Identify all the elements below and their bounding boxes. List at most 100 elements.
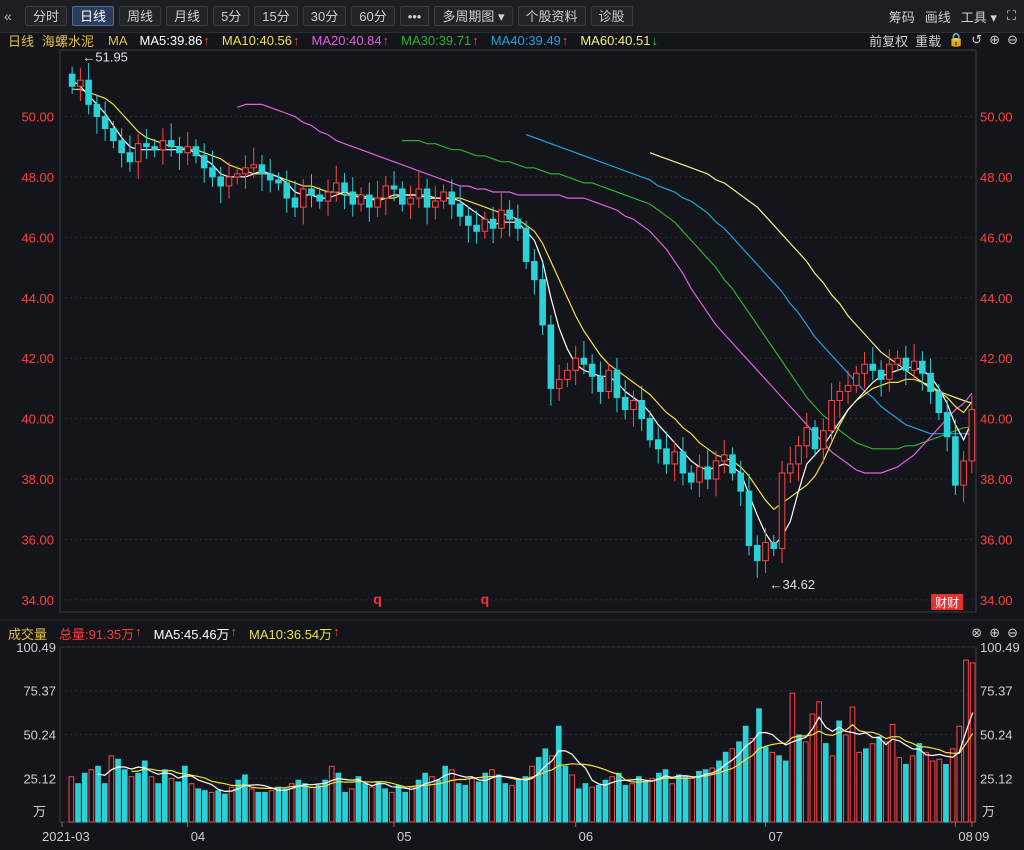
candle-body [365, 194, 373, 208]
volume-bar [729, 748, 736, 823]
volume-bar [756, 708, 762, 823]
candle-body [101, 115, 109, 130]
volume-bar [595, 784, 602, 823]
candle-body [811, 427, 819, 450]
candle-body [679, 451, 687, 474]
diagnose-button[interactable]: 诊股 [590, 6, 633, 26]
zoom-in-icon[interactable]: ⊕ [989, 32, 1001, 47]
candle-body [910, 360, 918, 371]
volume-bar [322, 779, 328, 823]
candle-body [324, 191, 332, 202]
candles [68, 62, 976, 578]
volume-values: 总量:91.35万 ↑ MA5:45.46万 ↑ MA10:36.54万 ↑ [47, 624, 340, 643]
volume-ma10-line [131, 724, 974, 790]
chips-button[interactable]: 筹码 [888, 9, 915, 25]
tab-60min[interactable]: 60分 [351, 6, 395, 26]
price-tick-right: 48.00 [980, 170, 1013, 185]
volume-legend: 成交量 总量:91.35万 ↑ MA5:45.46万 ↑ MA10:36.54万 ↑ [0, 624, 1024, 643]
volume-value-arrow-0: ↑ [135, 623, 142, 639]
stock-info-button[interactable]: 个股资料 [517, 6, 586, 26]
volume-bar [656, 772, 662, 823]
candle-body [390, 185, 398, 190]
volume-value-arrow-1: ↑ [230, 623, 238, 639]
candle-body [489, 218, 497, 229]
candle-body [803, 427, 811, 447]
lock-icon[interactable]: 🔒 [948, 32, 965, 47]
volume-bar [889, 723, 896, 823]
back-icon[interactable]: « [4, 8, 12, 24]
volume-bar [235, 779, 242, 823]
tab-daily[interactable]: 日线 [72, 6, 115, 26]
candle-body [423, 188, 431, 208]
candle-body [572, 357, 579, 371]
volume-bar [869, 743, 876, 823]
candle-body [819, 430, 827, 450]
ma30-line [402, 140, 972, 450]
tab-5min[interactable]: 5分 [213, 6, 250, 26]
volume-bar [602, 779, 609, 823]
undo-icon[interactable]: ↺ [971, 32, 983, 47]
volume-bar [188, 783, 195, 823]
tools-dropdown[interactable]: 工具 ▾ [960, 9, 997, 25]
candle-body [382, 185, 390, 199]
price-tick-right: 42.00 [980, 351, 1013, 366]
volume-bar [175, 781, 181, 823]
candle-body [778, 472, 786, 550]
tab-weekly[interactable]: 周线 [119, 6, 162, 26]
volume-bar [689, 777, 696, 823]
volume-bar [275, 786, 282, 823]
volume-bar [802, 741, 809, 823]
candle-body [456, 203, 464, 217]
zoom-out-icon[interactable]: ⊖ [1007, 32, 1018, 47]
candle-body [407, 197, 414, 205]
ma-label[interactable]: MA [108, 32, 128, 48]
candle-body [233, 173, 241, 178]
x-label: 09 [975, 829, 989, 844]
candle-body [514, 218, 522, 229]
volume-unit-left: 万 [33, 804, 46, 819]
price-tick-left: 34.00 [21, 593, 54, 608]
price-tick-left: 36.00 [21, 532, 54, 547]
volume-bar [909, 755, 916, 823]
candle-body [242, 167, 249, 175]
candle-body [646, 418, 654, 441]
draw-button[interactable]: 画线 [924, 9, 951, 25]
volume-bar [262, 791, 268, 823]
volume-bar [702, 769, 709, 823]
volume-bar [796, 734, 802, 823]
adjust-toggle[interactable]: 前复权 [869, 33, 909, 49]
candle-body [762, 542, 769, 562]
volume-bar [782, 760, 789, 823]
stock-name: 海螺水泥 [42, 33, 95, 49]
candle-body [663, 448, 670, 465]
tab-15min[interactable]: 15分 [254, 6, 298, 26]
volume-bar [682, 776, 689, 823]
multi-period-dropdown[interactable]: 多周期图 ▾ [434, 6, 513, 26]
candle-body [630, 399, 637, 411]
candle-body [745, 490, 753, 547]
tab-monthly[interactable]: 月线 [166, 6, 209, 26]
volume-zoom-out-icon[interactable]: ⊖ [1007, 625, 1018, 640]
volume-tick-right: 25.12 [980, 771, 1013, 786]
ma-value-1: MA10:40.56 [221, 32, 293, 48]
tab-intraday[interactable]: 分时 [25, 6, 68, 26]
candle-body [176, 146, 183, 154]
fullscreen-icon[interactable]: ⛶ [1006, 8, 1016, 23]
volume-bar [81, 772, 88, 823]
volume-zoom-in-icon[interactable]: ⊕ [989, 625, 1001, 640]
volume-unit-right: 万 [982, 804, 995, 819]
volume-bar [575, 788, 582, 823]
candle-body [935, 390, 943, 414]
candle-body [621, 396, 629, 411]
volume-label: 成交量 [8, 626, 48, 642]
ma-value-arrow-4: ↑ [561, 32, 569, 48]
ma-value-arrow-0: ↑ [203, 32, 210, 48]
tab-30min[interactable]: 30分 [302, 6, 347, 26]
volume-bar [161, 769, 168, 823]
close-icon[interactable]: ⊗ [971, 625, 983, 640]
more-button[interactable]: ••• [399, 6, 430, 26]
reload-button[interactable]: 重载 [915, 33, 942, 49]
volume-bar [228, 786, 235, 823]
volume-bar [101, 783, 108, 823]
ma10-line [72, 88, 973, 511]
